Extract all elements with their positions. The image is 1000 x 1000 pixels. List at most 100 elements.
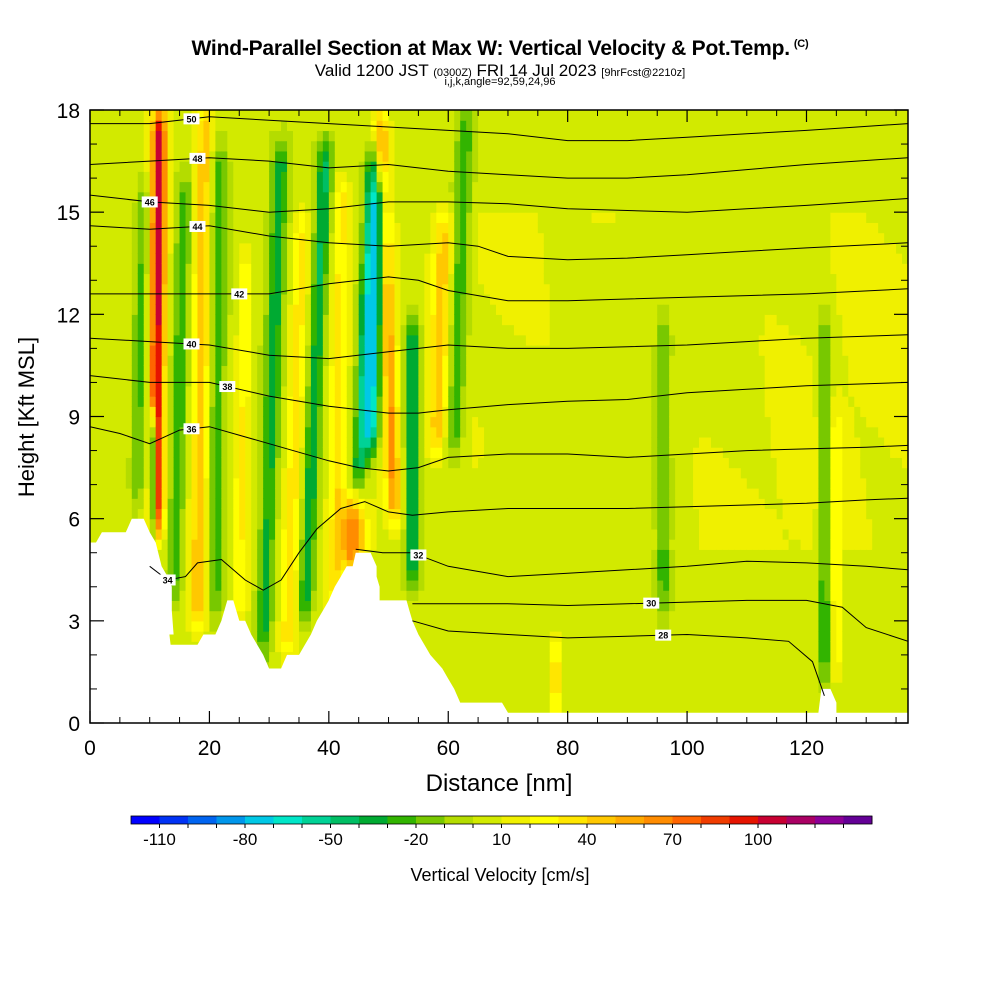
field-cell [101,396,109,407]
field-cell [95,110,103,121]
field-cell [131,344,139,356]
field-cell [448,416,455,428]
field-cell [203,579,211,591]
field-cell [185,263,193,275]
field-cell [251,488,258,499]
field-cell [269,293,276,305]
field-cell [370,539,378,550]
field-cell [197,191,205,203]
field-cell [430,569,437,581]
field-cell [454,375,461,387]
field-cell [370,140,378,152]
field-cell [573,488,581,499]
field-cell [251,171,258,183]
field-cell [352,242,360,254]
field-cell [263,161,270,172]
field-cell [310,477,318,489]
field-cell [149,232,157,244]
field-cell [155,447,163,458]
field-cell [245,201,252,213]
field-cell [442,304,449,315]
field-cell [478,498,485,510]
field-cell [358,222,366,234]
field-cell [388,181,396,193]
field-cell [155,283,163,295]
field-cell [406,232,414,244]
field-cell [298,508,306,520]
field-cell [454,518,461,530]
field-cell [478,426,485,438]
field-cell [436,610,443,622]
field-cell [376,130,384,142]
field-cell [334,539,342,550]
field-cell [197,304,205,315]
field-cell [579,692,587,704]
field-cell [519,467,527,479]
field-cell [561,201,569,213]
field-cell [90,334,97,346]
field-cell [364,110,372,121]
field-cell [430,447,437,458]
field-cell [531,518,539,530]
field-cell [358,416,366,428]
field-cell [155,242,163,254]
field-cell [90,416,97,428]
field-cell [346,355,354,367]
field-cell [257,334,264,346]
field-cell [322,314,330,326]
field-cell [269,590,276,601]
field-cell [215,181,222,193]
field-cell [322,212,330,223]
field-cell [173,365,181,377]
field-cell [388,365,396,377]
field-cell [197,579,205,591]
field-cell [131,222,139,234]
field-cell [90,375,97,387]
field-cell [221,467,228,479]
field-cell [125,426,133,438]
field-cell [316,171,324,183]
field-cell [496,314,503,326]
field-cell [555,406,563,418]
field-cell [281,631,288,642]
field-cell [472,426,479,438]
field-cell [131,457,139,469]
field-cell [281,528,288,540]
field-cell [519,161,527,172]
field-cell [197,171,205,183]
field-cell [293,579,300,591]
field-cell [245,559,252,571]
field-cell [287,631,294,642]
field-cell [209,242,216,254]
field-cell [334,396,342,407]
field-cell [155,150,163,162]
field-cell [95,232,103,244]
field-cell [95,457,103,469]
field-cell [561,242,569,254]
field-cell [484,140,491,152]
field-cell [454,385,461,397]
field-cell [478,263,485,275]
field-cell [400,569,408,581]
field-cell [496,498,503,510]
field-cell [424,120,431,132]
field-cell [233,191,240,203]
field-cell [555,508,563,520]
field-cell [394,150,402,162]
field-cell [191,253,199,264]
field-cell [131,447,139,458]
field-cell [161,436,169,448]
field-cell [107,232,115,244]
field-cell [101,161,109,172]
field-cell [340,212,348,223]
field-cell [173,130,181,142]
field-cell [418,457,425,469]
field-cell [310,253,318,264]
field-cell [484,549,491,561]
field-cell [197,416,205,428]
field-cell [394,171,402,183]
field-cell [310,457,318,469]
field-cell [263,641,270,653]
field-cell [400,355,408,367]
